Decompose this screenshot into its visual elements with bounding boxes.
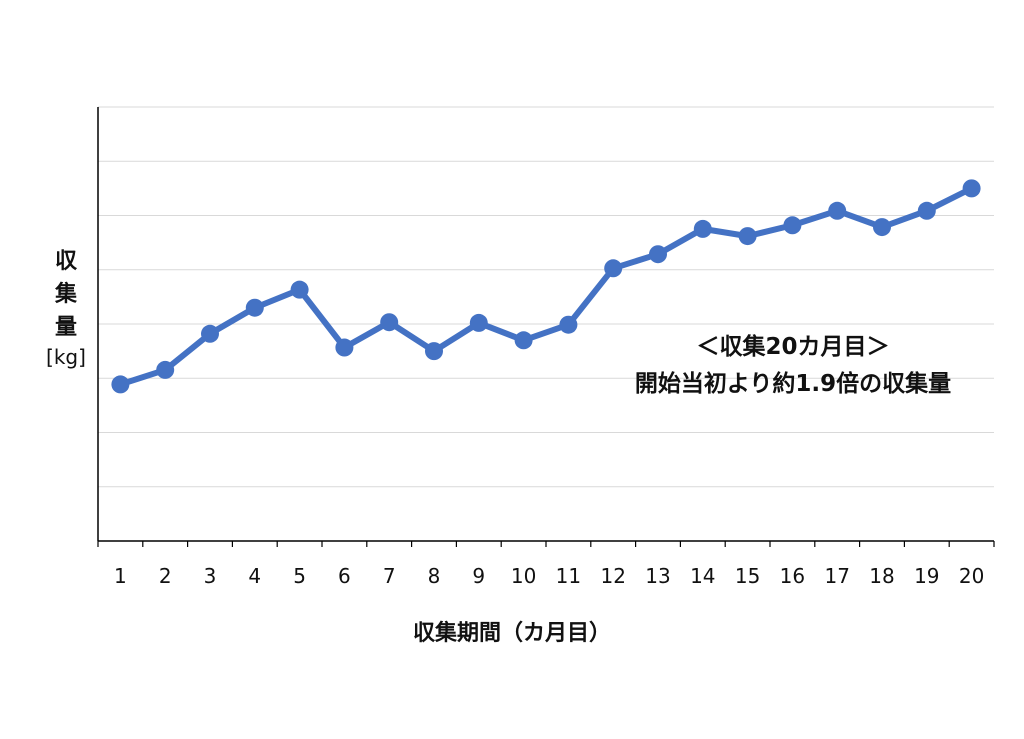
data-point [425, 342, 443, 361]
y-axis-title-line-2: 集 [54, 281, 78, 307]
x-tick-label: 16 [780, 564, 805, 588]
x-tick-label: 11 [556, 564, 581, 588]
data-point [156, 360, 175, 379]
y-axis-title: 収 集 量 [kg] [46, 249, 86, 369]
x-axis-ticks: 1 2 3 4 5 6 7 8 9 10 11 12 13 14 15 16 17 18 19 20 [97, 541, 995, 588]
data-point [873, 218, 891, 237]
data-point [828, 201, 847, 220]
x-tick-label: 1 [114, 564, 127, 588]
annotation-line-2: 開始当初より約1.9倍の収集量 [635, 370, 951, 397]
y-axis-title-line-3: 量 [55, 315, 77, 340]
x-tick-label: 7 [383, 564, 396, 588]
x-tick-label: 20 [959, 564, 984, 588]
x-tick-label: 18 [869, 564, 894, 588]
x-tick-label: 19 [914, 564, 939, 588]
data-point [245, 298, 264, 317]
x-tick-label: 15 [735, 564, 760, 588]
data-point [783, 216, 802, 235]
x-tick-label: 2 [159, 564, 172, 588]
data-point [649, 245, 667, 264]
x-tick-label: 13 [645, 564, 670, 588]
x-tick-label: 12 [600, 564, 625, 588]
annotation: ＜収集20カ月目＞ 開始当初より約1.9倍の収集量 [635, 333, 951, 397]
data-point [738, 227, 757, 246]
x-tick-label: 10 [511, 564, 536, 588]
gridlines [98, 106, 994, 488]
series-points [111, 179, 981, 394]
x-axis-title: 収集期間（カ月目） [413, 620, 611, 646]
data-point [335, 338, 354, 357]
data-point [469, 313, 488, 332]
data-point [290, 280, 309, 299]
data-point [962, 179, 981, 198]
data-point [559, 315, 578, 334]
x-tick-label: 4 [248, 564, 261, 588]
data-point [514, 331, 533, 350]
y-axis-title-unit: [kg] [46, 345, 86, 369]
x-tick-label: 14 [690, 564, 715, 588]
x-tick-label: 8 [428, 564, 441, 588]
x-tick-label: 6 [338, 564, 351, 588]
x-tick-label: 17 [824, 564, 849, 588]
data-point [201, 324, 219, 343]
annotation-line-1: ＜収集20カ月目＞ [696, 333, 889, 360]
x-tick-label: 9 [472, 564, 485, 588]
x-tick-label: 5 [293, 564, 306, 588]
data-point [380, 313, 399, 332]
data-point [693, 219, 712, 238]
data-point [111, 375, 130, 394]
y-axis-title-line-1: 収 [55, 249, 78, 274]
x-tick-label: 3 [204, 564, 217, 588]
data-point [604, 259, 623, 278]
data-point [917, 201, 936, 220]
